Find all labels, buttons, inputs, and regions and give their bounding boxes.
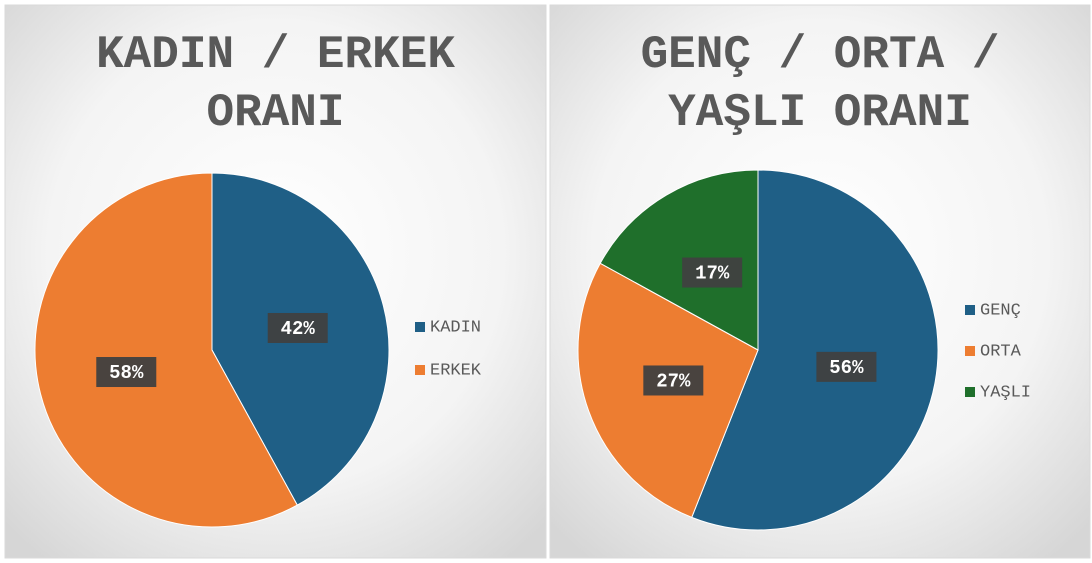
legend-swatch: [965, 387, 975, 397]
data-label-box: [96, 357, 157, 388]
chart-title: KADIN / ERKEK ORANI: [96, 29, 455, 139]
data-label-box: [643, 365, 704, 396]
data-label: 17%: [695, 263, 730, 285]
legend-label: KADIN: [430, 318, 481, 337]
legend-swatch: [965, 346, 975, 356]
pie-slice: [34, 172, 298, 528]
chart-panel: GENÇ / ORTA / YAŞLI ORANI 56% GENÇ 27% ORTA 1…: [549, 4, 1091, 559]
chart-panel: KADIN / ERKEK ORANI 42% KADIN 58% ERKEK: [4, 4, 547, 559]
legend-label: GENÇ: [980, 301, 1021, 320]
data-label: 27%: [656, 371, 691, 393]
data-label: 42%: [281, 318, 316, 340]
legend-label: ERKEK: [430, 361, 482, 380]
data-label: 58%: [109, 362, 144, 384]
legend-swatch: [415, 365, 425, 375]
legend-swatch: [415, 322, 425, 332]
title-box: KADIN / ERKEK ORANI: [96, 29, 455, 139]
pie-slice: [599, 169, 759, 351]
legend-swatch: [965, 305, 975, 315]
legend-label: YAŞLI: [980, 383, 1031, 402]
data-label: 56%: [829, 357, 864, 379]
title-box: GENÇ / ORTA / YAŞLI ORANI: [640, 29, 1000, 139]
data-label-box: [267, 312, 328, 343]
data-label-box: [816, 351, 877, 382]
legend-label: ORTA: [980, 342, 1022, 361]
chart-title: GENÇ / ORTA / YAŞLI ORANI: [640, 29, 1000, 139]
pie-slice: [691, 169, 939, 531]
data-label-box: [682, 257, 743, 288]
